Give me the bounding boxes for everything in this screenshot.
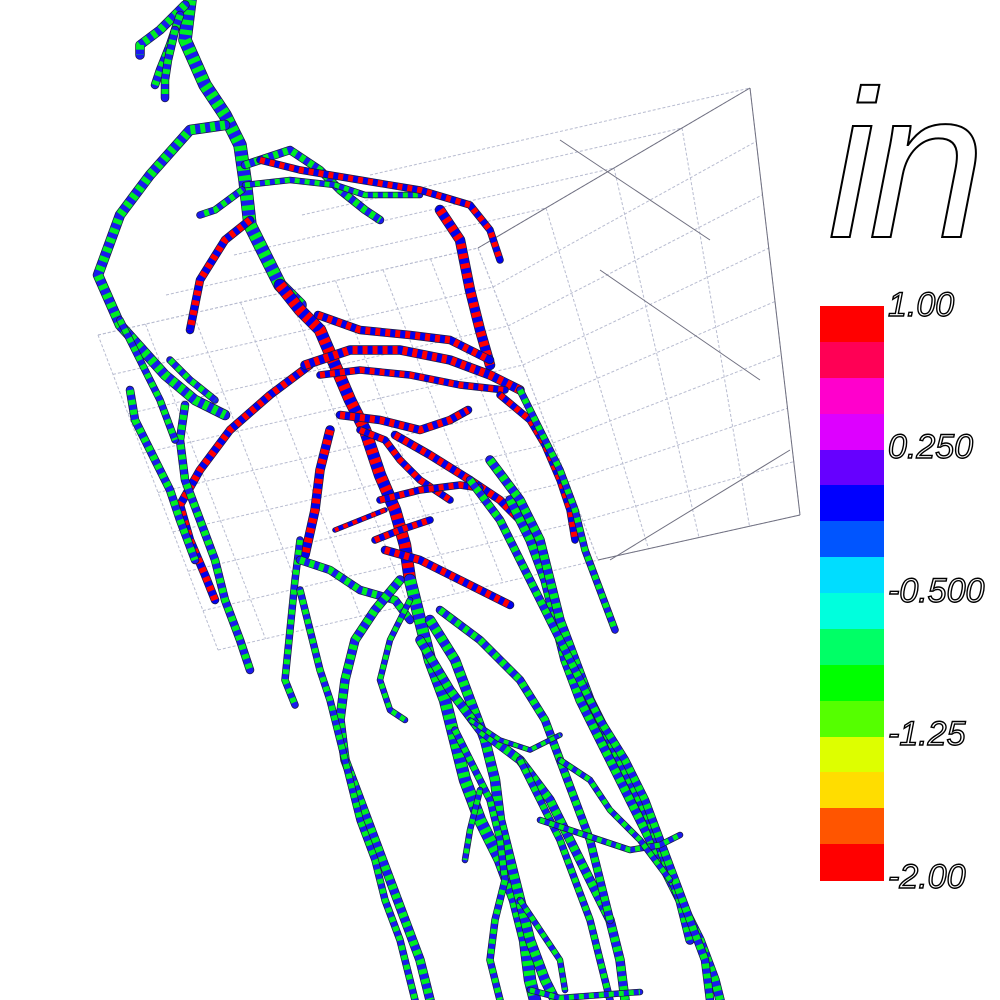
grid-line (613, 167, 700, 538)
grid-line (202, 520, 584, 612)
colorbar-swatch (820, 521, 884, 558)
colorbar-label-2: 0.250 (887, 428, 974, 466)
colorbar-swatch (820, 485, 884, 522)
grid-line (287, 291, 409, 606)
vessel-stripe (498, 392, 578, 541)
colorbar-swatch (820, 664, 884, 702)
grid-line (567, 407, 788, 483)
vessel-stripe (336, 577, 434, 1000)
vessel-stripe (179, 0, 305, 310)
vessel-stripe (298, 556, 413, 623)
vessel-stripe (259, 157, 503, 261)
grid-line (430, 258, 551, 572)
vessel-stripe (462, 789, 483, 861)
grid-line (559, 139, 711, 241)
vessel-stripe (297, 589, 418, 1000)
vessel-network (92, 0, 725, 1000)
vessel-segment (186, 216, 254, 334)
vessel-stripe (176, 404, 254, 672)
grid-line (681, 127, 750, 527)
colorbar-swatch (820, 593, 884, 630)
grid-line (97, 334, 219, 651)
colorbar-label-4: -1.25 (887, 715, 966, 753)
vessel-stripe (377, 598, 413, 723)
colorbar-swatch (820, 341, 884, 379)
vessel-stripe (334, 508, 386, 532)
vessel-stripe (316, 311, 492, 364)
vessel-stripe (517, 898, 568, 991)
grid-line (187, 481, 569, 572)
vessel-stripe (244, 177, 420, 198)
vessel-stripe (517, 758, 613, 1000)
color-legend-bar (820, 306, 884, 881)
grid-line (369, 87, 751, 176)
vessel-segment (136, 1, 189, 59)
grid-line (597, 514, 801, 561)
grid-line (477, 87, 751, 249)
grid-line (165, 207, 547, 296)
grid-line (545, 207, 649, 549)
vessel-segment (93, 120, 230, 420)
colorbar-label-max: 1.00 (887, 286, 955, 324)
colorbar-label-min: -2.00 (887, 858, 966, 896)
grid-line (609, 449, 791, 561)
vessel-stripe (558, 757, 672, 882)
vessel-stripe (301, 429, 334, 556)
colorbar-swatch (820, 449, 884, 486)
colorbar-label-3: -0.500 (887, 572, 985, 610)
vessel-stripe (529, 987, 641, 1000)
vessel-segment (404, 574, 541, 1000)
colorbar-swatch (820, 700, 884, 737)
colorbar-swatch (820, 306, 884, 343)
grid-line (599, 269, 761, 381)
colorbar-swatch (820, 808, 884, 845)
scalar-title: in (827, 47, 986, 282)
vessel-stripe (319, 367, 506, 393)
vessel-segment (241, 146, 384, 224)
colorbar-swatch (820, 628, 884, 666)
vessel-stripe (186, 217, 253, 331)
vessel-stripe (416, 637, 629, 1000)
colorbar-swatch (820, 413, 884, 450)
vessel-stripe (117, 318, 178, 442)
grid-line (582, 461, 794, 522)
vessel-stripe (426, 617, 560, 1000)
vessel-stripe (517, 388, 618, 632)
vessel-stripe (161, 29, 179, 98)
colorbar-swatch (820, 377, 884, 415)
vessel-stripe (393, 431, 523, 523)
grid-line (749, 87, 801, 516)
vessel-stripe (452, 728, 508, 1000)
colorbar-swatch (820, 772, 884, 809)
vessel-stripe (467, 477, 714, 1000)
vessel-stripe (199, 187, 244, 218)
vessel-segment (372, 517, 433, 543)
vessel-segment (333, 508, 387, 532)
vessel-segment (167, 357, 218, 403)
vessel-stripe (339, 406, 470, 434)
vessel-stripe (384, 546, 512, 609)
grid-line (537, 301, 776, 405)
bounding-box-grid (97, 87, 801, 651)
vessel-stripe (303, 346, 522, 394)
vessel-stripe (126, 389, 199, 562)
vessel-segment (537, 817, 683, 853)
grid-line (507, 194, 763, 327)
vessel-stripe (468, 718, 561, 752)
grid-line (477, 247, 599, 561)
colorbar-swatch (820, 844, 884, 881)
vessel-stripe (436, 207, 495, 367)
colorbar-swatch (820, 557, 884, 594)
colorbar-swatch (820, 736, 884, 773)
grid-line (240, 302, 361, 617)
vessel-stripe (282, 539, 303, 707)
